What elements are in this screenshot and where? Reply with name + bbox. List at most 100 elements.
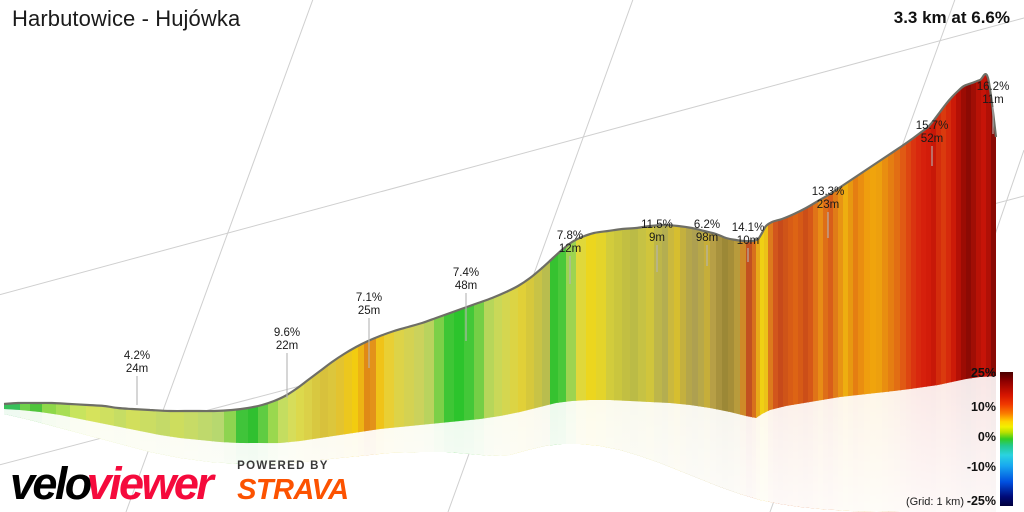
legend-label: -25% [966,494,996,508]
gradient-band [894,74,901,444]
gradient-band [4,74,21,444]
gradient-band [716,74,723,444]
gradient-band [951,74,957,444]
gradient-band [936,74,942,444]
gradient-band [566,74,577,444]
gradient-band-shadow [4,376,21,512]
gradient-band [870,74,877,444]
gradient-band [976,74,982,444]
gradient-band [596,74,607,444]
gradient-band [586,74,597,444]
segment-length: 12m [558,242,582,255]
gradient-band [734,74,741,444]
gradient-band-shadow [42,376,57,512]
gradient-band [328,74,337,444]
segment-gradient: 6.2% [693,219,721,231]
powered-by-strava: POWERED BY STRAVA [237,460,349,506]
segment-gradient: 16.2% [976,81,1010,93]
segment-label: 14.1% 10m [732,222,765,248]
gradient-band-shadow [30,376,43,512]
gradient-band [946,74,952,444]
segment-label: 13.3% 23m [812,186,845,212]
climb-stats: 3.3 km at 6.6% [893,8,1010,27]
segment-length: 98m [695,231,719,244]
gradient-band [900,74,907,444]
gradient-band [248,74,259,444]
segment-label: 9.6% 22m [274,327,300,353]
gradient-band [916,74,922,444]
gradient-band [170,74,185,444]
gradient-band [906,74,912,444]
gradient-band [638,74,647,444]
gradient-band [858,74,865,444]
segment-length: 25m [357,304,381,317]
segment-length: 22m [275,339,299,352]
gradient-band [764,74,769,444]
gradient-band [236,74,249,444]
gradient-band [184,74,199,444]
gradient-band [296,74,305,444]
gradient-band [876,74,883,444]
logo-viewer-text: viewer [86,457,214,509]
gradient-band [823,74,829,444]
gradient-band [268,74,279,444]
gradient-band [740,74,747,444]
gradient-band [778,74,784,444]
gradient-band [550,74,559,444]
gradient-band [722,74,729,444]
gradient-band [833,74,839,444]
gradient-legend: 25% 10% 0% -10% -25% [944,366,1020,512]
gradient-band-shadow [20,376,31,512]
gradient-band [818,74,824,444]
gradient-band [926,74,932,444]
gradient-band [576,74,587,444]
gradient-band [864,74,871,444]
page-title: Harbutowice - Hujówka [12,6,241,31]
gradient-band [773,74,779,444]
segment-gradient: 11.5% [641,219,673,231]
gradient-band [848,74,854,444]
segment-gradient: 9.6% [273,327,301,339]
segment-gradient: 14.1% [731,222,765,234]
gradient-band [288,74,297,444]
gradient-band [686,74,693,444]
gradient-band [680,74,687,444]
gradient-band [756,74,761,444]
segment-length: 24m [125,362,149,375]
segment-length: 9m [649,231,665,244]
gradient-band [793,74,799,444]
gradient-band [783,74,789,444]
gradient-band [768,74,774,444]
strava-wordmark: STRAVA [237,473,349,506]
segment-length: 10m [736,234,760,247]
gradient-band [882,74,889,444]
gradient-band [788,74,794,444]
segment-length: 48m [454,279,478,292]
gradient-band [692,74,699,444]
veloviewer-logo[interactable]: velo viewer POWERED BY STRAVA [10,457,349,509]
segment-gradient: 15.7% [915,120,949,132]
gradient-band [70,74,87,444]
gradient-band [614,74,623,444]
gradient-band [931,74,937,444]
gradient-band-shadow [70,376,87,512]
gradient-band [728,74,735,444]
gradient-band [312,74,321,444]
segment-gradient: 7.1% [355,292,383,304]
gradient-band [961,74,967,444]
segment-leader-lines [136,107,994,405]
segment-length: 52m [920,132,944,145]
gradient-band [911,74,917,444]
segment-gradient: 7.4% [452,267,480,279]
gradient-band [746,74,753,444]
segment-label: 15.7% 52m [916,120,949,146]
segment-label: 7.1% 25m [356,292,382,318]
gradient-band [646,74,655,444]
segment-label: 11.5% 9m [641,219,673,245]
gradient-band [630,74,639,444]
gradient-band [853,74,859,444]
segment-label: 7.8% 12m [557,230,583,256]
gradient-band [710,74,717,444]
